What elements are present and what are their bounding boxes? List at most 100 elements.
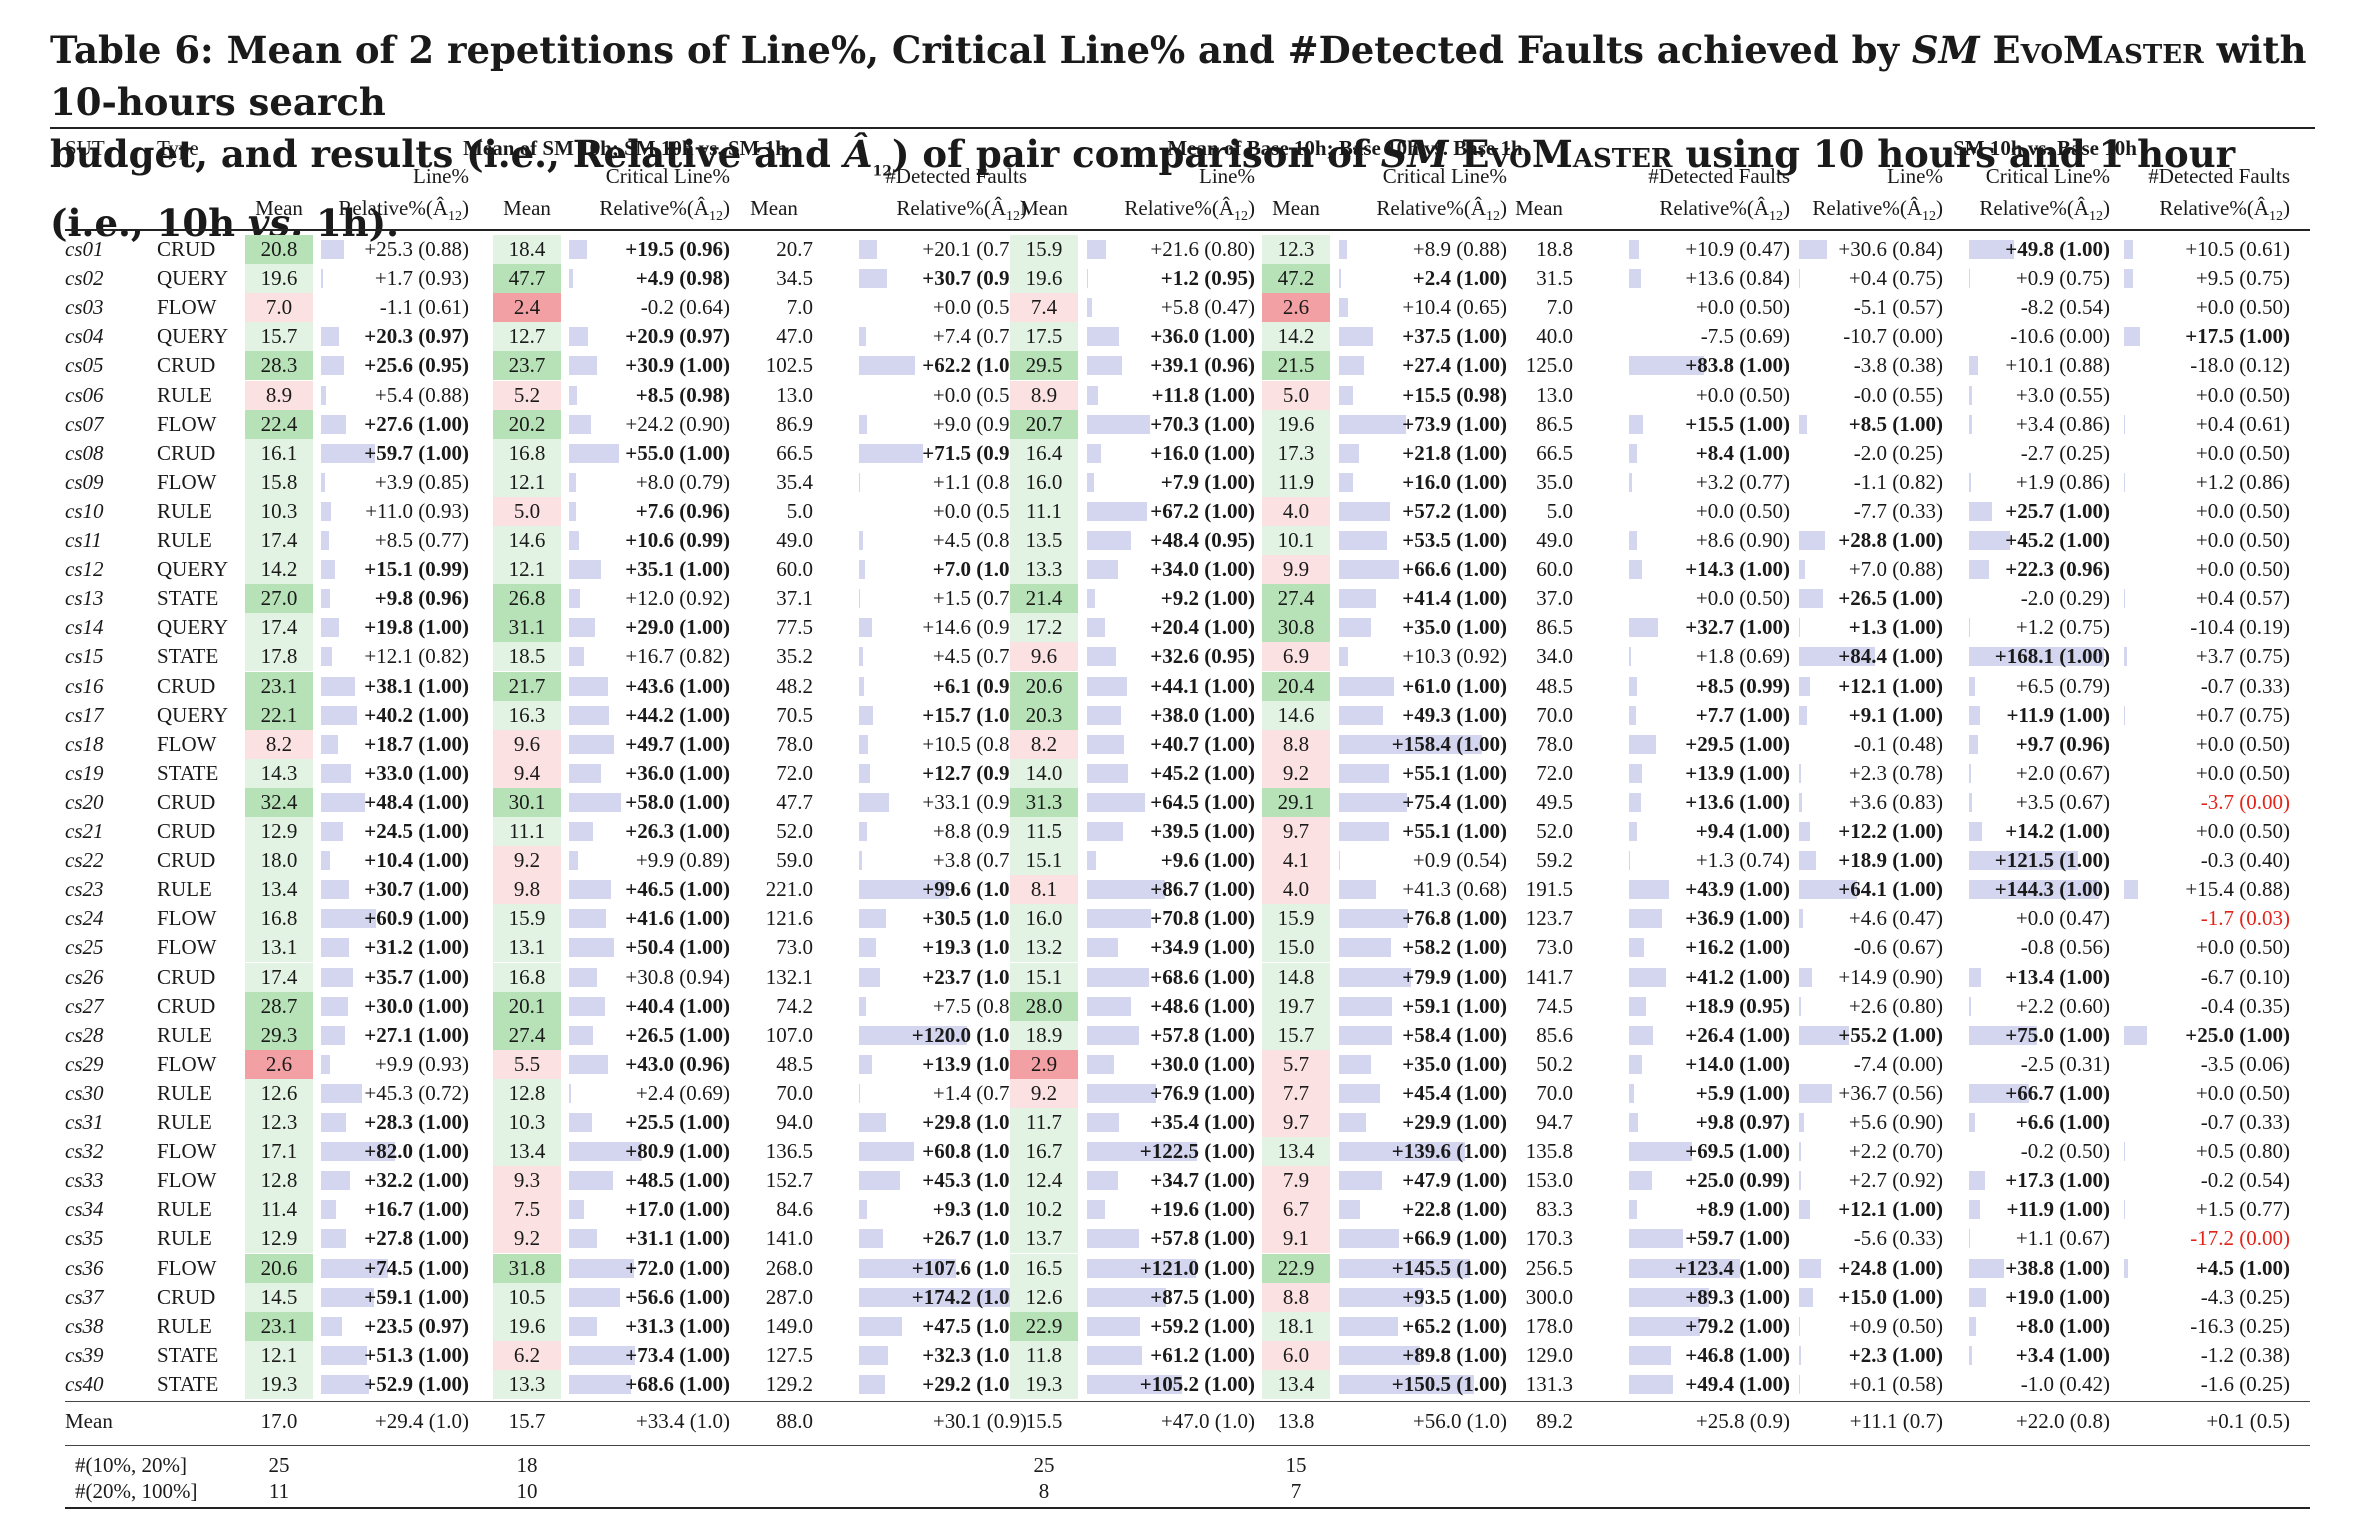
relative-bar xyxy=(569,501,576,521)
relative-bar xyxy=(1087,1200,1105,1220)
table-cell: -16.3 (0.25) xyxy=(2120,1312,2290,1341)
table-cell: 16.7 xyxy=(1010,1137,1078,1167)
cell-value: +174.2 (1.00) xyxy=(911,1284,1027,1309)
cell-value: +36.9 (1.00) xyxy=(1685,906,1790,931)
table-cell: -6.7 (0.10) xyxy=(2120,963,2290,992)
cell-value: -7.7 (0.33) xyxy=(1853,498,1943,523)
table-cell: +11.9 (1.00) xyxy=(1965,1195,2110,1224)
table-cell: +8.0 (0.79) xyxy=(565,468,730,497)
relative-bar xyxy=(859,531,864,550)
table-cell: 49.0 xyxy=(1536,528,1573,552)
table-cell: 6.9 xyxy=(1262,642,1330,672)
relative-bar xyxy=(1799,996,1802,1016)
header-metric: Critical Line% xyxy=(1382,164,1507,188)
cell-value: +60.9 (1.00) xyxy=(364,906,469,931)
cell-value: +16.7 (0.82) xyxy=(625,644,730,669)
cell-value: +31.2 (1.00) xyxy=(364,935,469,960)
table-cell: +23.5 (0.97) xyxy=(317,1312,469,1341)
table-cell: 19.3 xyxy=(1010,1369,1078,1399)
table-cell: +19.0 (1.00) xyxy=(1965,1283,2110,1312)
table-cell: +26.3 (1.00) xyxy=(565,817,730,846)
cell-value: +19.6 (1.00) xyxy=(1150,1197,1255,1222)
relative-bar xyxy=(1629,531,1637,550)
cell-value: +60.8 (1.00) xyxy=(922,1139,1027,1164)
table-cell: +59.1 (1.00) xyxy=(317,1283,469,1312)
relative-bar xyxy=(1629,1229,1683,1249)
relative-bar xyxy=(1969,1200,1980,1220)
cell-value: +44.1 (1.00) xyxy=(1150,673,1255,698)
table-cell: 11.9 xyxy=(1262,467,1330,497)
row-sut: cs18 xyxy=(65,731,104,756)
table-cell: -7.4 (0.00) xyxy=(1795,1050,1943,1079)
cell-value: +9.8 (0.97) xyxy=(1695,1110,1790,1134)
relative-bar xyxy=(1629,792,1642,812)
relative-bar xyxy=(1339,240,1347,259)
row-sut: cs29 xyxy=(65,1051,104,1076)
cell-value: +55.1 (1.00) xyxy=(1402,819,1507,843)
header-metric: #Detected Faults xyxy=(1648,164,1790,188)
relative-bar xyxy=(859,1083,861,1103)
cell-value: +37.5 (1.00) xyxy=(1402,324,1507,349)
table-cell: +32.2 (1.00) xyxy=(317,1166,469,1195)
cell-value: +43.0 (0.96) xyxy=(625,1051,730,1076)
cell-value: +75.0 (1.00) xyxy=(2005,1022,2110,1047)
cell-value: +0.0 (0.50) xyxy=(1695,586,1790,611)
cell-value: +35.1 (1.00) xyxy=(625,557,730,582)
relative-bar xyxy=(859,792,889,812)
row-sut: cs02 xyxy=(65,266,104,291)
cell-value: +35.0 (1.00) xyxy=(1402,1051,1507,1076)
table-cell: 8.2 xyxy=(1010,729,1078,759)
cell-value: +0.4 (0.61) xyxy=(2195,411,2290,436)
table-cell: 7.7 xyxy=(1262,1078,1330,1108)
cell-value: +25.0 (0.99) xyxy=(1685,1168,1790,1193)
table-cell: 4.0 xyxy=(1262,875,1330,905)
cell-value: -1.6 (0.25) xyxy=(2200,1371,2290,1396)
table-cell: +25.3 (0.88) xyxy=(317,235,469,264)
cell-value: +7.6 (0.96) xyxy=(635,498,730,523)
table-cell: +12.7 (0.95) xyxy=(855,759,1027,788)
table-cell: +45.3 (1.00) xyxy=(855,1166,1027,1195)
table-cell: 72.0 xyxy=(776,760,813,785)
cell-value: +2.4 (0.69) xyxy=(635,1080,730,1105)
cell-value: +38.8 (1.00) xyxy=(2005,1255,2110,1280)
table-cell: +0.0 (0.50) xyxy=(1625,293,1790,322)
cell-value: +59.7 (1.00) xyxy=(364,440,469,465)
cell-value: -1.1 (0.61) xyxy=(379,295,469,320)
cell-value: +15.4 (0.88) xyxy=(2185,877,2290,902)
relative-bar xyxy=(1969,851,2079,871)
count-cell: 8 xyxy=(1038,1479,1050,1503)
header-mean: Mean xyxy=(750,196,798,220)
table-cell: -1.1 (0.61) xyxy=(317,293,469,322)
table-cell: -8.2 (0.54) xyxy=(1965,293,2110,322)
relative-bar xyxy=(1339,531,1388,550)
table-cell: +15.5 (1.00) xyxy=(1625,410,1790,439)
relative-bar xyxy=(1969,1287,1987,1307)
relative-bar xyxy=(1969,734,1978,754)
table-cell: 9.2 xyxy=(493,846,561,876)
cell-value: +7.7 (1.00) xyxy=(1695,702,1790,727)
table-caption: Table 6: Mean of 2 repetitions of Line%,… xyxy=(50,24,2340,249)
table-cell: +33.1 (0.92) xyxy=(855,788,1027,817)
relative-bar xyxy=(321,1258,389,1278)
cell-value: -0.2 (0.64) xyxy=(640,295,730,320)
cell-value: +20.4 (1.00) xyxy=(1150,615,1255,640)
relative-bar xyxy=(2124,472,2126,492)
relative-bar xyxy=(321,851,331,871)
cell-value: +65.2 (1.00) xyxy=(1402,1313,1507,1338)
table-cell: 8.8 xyxy=(1262,729,1330,759)
table-cell: +0.0 (0.50) xyxy=(2120,817,2290,846)
relative-bar xyxy=(1339,676,1394,696)
cell-value: +3.5 (0.67) xyxy=(2015,789,2110,814)
table-cell: 17.5 xyxy=(1010,322,1078,352)
relative-bar xyxy=(1969,531,2010,550)
cell-value: +35.0 (1.00) xyxy=(1402,615,1507,640)
table-cell: +7.0 (0.88) xyxy=(1795,555,1943,584)
relative-bar xyxy=(1087,240,1107,259)
cell-value: +23.5 (0.97) xyxy=(364,1313,469,1338)
relative-bar xyxy=(569,1258,634,1278)
table-cell: +10.4 (1.00) xyxy=(317,846,469,875)
table-cell: -0.4 (0.35) xyxy=(2120,992,2290,1021)
mean-cell: 15.7 xyxy=(508,1409,546,1433)
table-cell: +57.2 (1.00) xyxy=(1335,497,1507,526)
row-type: RULE xyxy=(157,1080,212,1105)
